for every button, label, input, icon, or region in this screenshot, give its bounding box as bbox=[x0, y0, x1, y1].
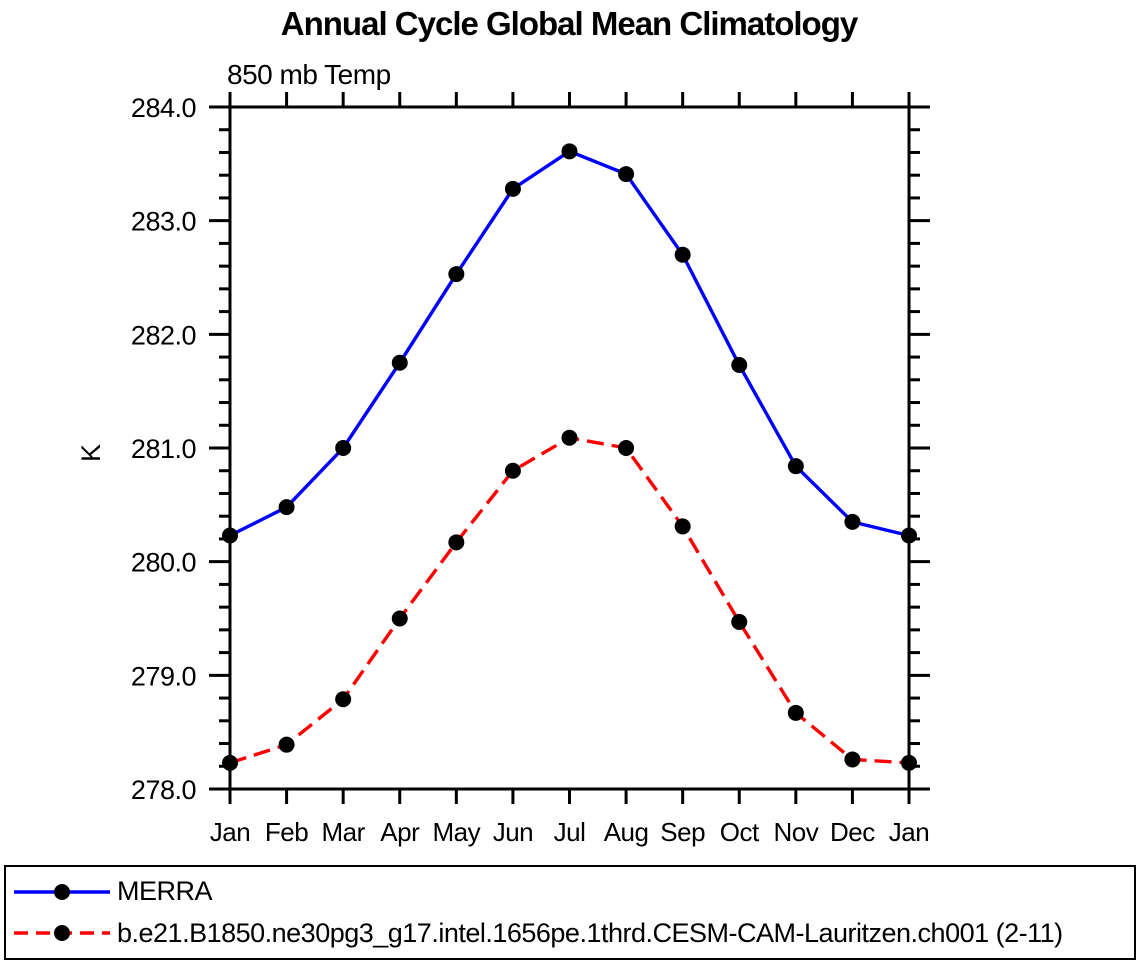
x-tick-label: Apr bbox=[380, 817, 420, 847]
data-point-marker bbox=[448, 266, 465, 283]
legend-marker bbox=[54, 883, 70, 900]
x-tick-label: Mar bbox=[322, 817, 366, 847]
data-point-marker bbox=[391, 354, 408, 371]
legend-item-merra: MERRA bbox=[12, 873, 1134, 911]
legend-item-model: b.e21.B1850.ne30pg3_g17.intel.1656pe.1th… bbox=[12, 914, 1134, 952]
data-point-marker bbox=[391, 610, 408, 627]
model-line bbox=[229, 435, 910, 765]
x-tick-label: Sep bbox=[660, 817, 705, 847]
data-point-marker bbox=[674, 518, 691, 535]
data-point-marker bbox=[787, 458, 804, 475]
x-tick-label: Jul bbox=[554, 817, 586, 847]
data-point-marker bbox=[561, 429, 578, 446]
chart-subtitle: 850 mb Temp bbox=[227, 59, 391, 90]
data-point-marker bbox=[504, 462, 521, 479]
data-point-marker bbox=[618, 440, 635, 456]
data-point-marker bbox=[561, 143, 578, 160]
data-point-marker bbox=[844, 751, 861, 768]
x-tick-label: May bbox=[433, 817, 481, 847]
series-merra bbox=[222, 143, 917, 544]
x-tick-label: Nov bbox=[773, 817, 818, 847]
y-tick-labels: 278.0 279.0 280.0 281.0 282.0 283.0 284.0 bbox=[131, 93, 197, 805]
data-point-marker bbox=[731, 613, 748, 630]
merra-line-sample bbox=[14, 883, 110, 900]
legend-marker bbox=[54, 925, 70, 942]
y-tick-label: 280.0 bbox=[131, 548, 196, 578]
data-point-marker bbox=[504, 180, 521, 197]
frame bbox=[228, 105, 911, 791]
data-point-marker bbox=[674, 246, 691, 263]
data-point-marker bbox=[731, 357, 748, 374]
y-tick-label: 284.0 bbox=[131, 93, 196, 123]
x-tick-label: Aug bbox=[604, 817, 649, 847]
legend-label-model: b.e21.B1850.ne30pg3_g17.intel.1656pe.1th… bbox=[117, 917, 1063, 948]
data-point-marker bbox=[335, 440, 352, 456]
y-tick-label: 282.0 bbox=[131, 320, 196, 350]
y-tick-label: 278.0 bbox=[131, 775, 196, 805]
plot-area: 850 mb Temp K Jan Feb Mar Apr May Jun Jul Aug Sep O… bbox=[76, 59, 930, 847]
x-tick-label: Oct bbox=[720, 817, 760, 847]
x-tick-label: Dec bbox=[830, 817, 875, 847]
x-tick-label: Jan bbox=[210, 817, 250, 847]
data-point-marker bbox=[844, 513, 861, 530]
data-point-marker bbox=[278, 736, 295, 753]
legend-box: MERRA b.e21.B1850.ne30pg3_g17.intel.1656… bbox=[4, 865, 1136, 960]
data-point-marker bbox=[222, 754, 238, 771]
y-tick-label: 279.0 bbox=[131, 661, 196, 691]
series-model bbox=[222, 429, 917, 771]
data-point-marker bbox=[222, 527, 238, 544]
y-tick-label: 281.0 bbox=[131, 434, 196, 464]
x-axis-ticks bbox=[228, 92, 911, 804]
legend-label-merra: MERRA bbox=[117, 876, 213, 907]
y-axis-ticks bbox=[209, 105, 930, 791]
axis-titles: 850 mb Temp K bbox=[76, 59, 391, 462]
data-point-marker bbox=[278, 499, 295, 516]
plot-frame bbox=[228, 105, 911, 791]
chart-title: Annual Cycle Global Mean Climatology bbox=[280, 5, 858, 42]
data-point-marker bbox=[787, 704, 804, 721]
x-tick-labels: Jan Feb Mar Apr May Jun Jul Aug Sep Oct Nov Dec Jan bbox=[210, 817, 930, 847]
x-tick-label: Jun bbox=[493, 817, 533, 847]
data-point-marker bbox=[618, 166, 635, 183]
data-point-marker bbox=[448, 534, 465, 551]
x-tick-label: Jan bbox=[889, 817, 929, 847]
data-point-marker bbox=[901, 527, 917, 544]
model-line-sample bbox=[14, 925, 110, 942]
data-point-marker bbox=[335, 691, 352, 708]
x-tick-label: Feb bbox=[265, 817, 308, 847]
y-axis-label: K bbox=[76, 444, 106, 462]
merra-line bbox=[229, 149, 910, 538]
data-point-marker bbox=[901, 754, 917, 771]
y-tick-label: 283.0 bbox=[131, 207, 196, 237]
